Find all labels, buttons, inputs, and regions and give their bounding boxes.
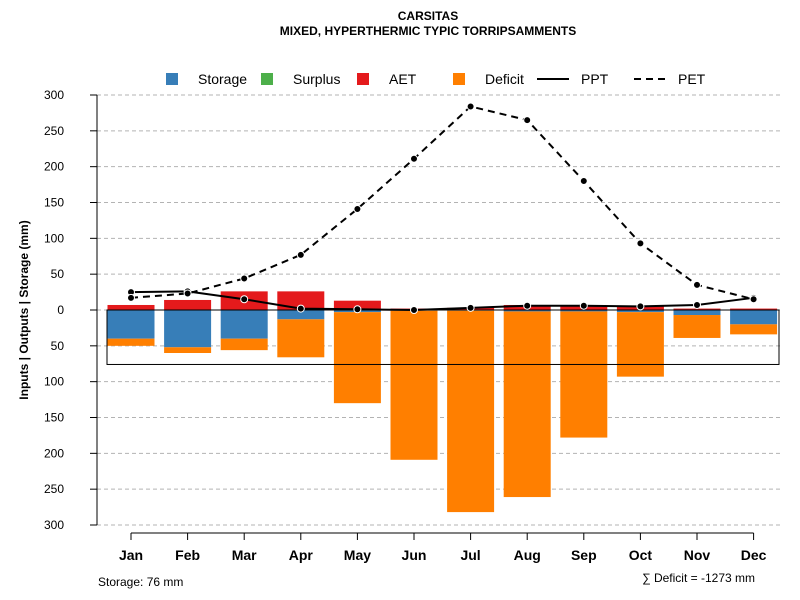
y-tick-label: 200 (44, 160, 64, 174)
storage-capacity-box (106, 309, 780, 365)
pet-point (693, 280, 701, 289)
ppt-point (466, 303, 475, 312)
pet-point (749, 295, 758, 304)
pet-point (353, 204, 362, 213)
ppt-point (523, 301, 532, 310)
aet-bar (730, 308, 778, 310)
x-tick-label: Oct (629, 547, 653, 563)
lines-layer (127, 102, 758, 314)
x-tick-label: Dec (741, 547, 767, 563)
axes-layer: 300 250 200 150 100 50 0 50 100 150 200 250 300 Jan Fe… (44, 88, 767, 563)
storage-footnote: Storage: 76 mm (98, 575, 183, 589)
pet-line (130, 105, 754, 301)
storage-bar (503, 310, 551, 312)
storage-bar (673, 310, 721, 316)
deficit-footnote: ∑ Deficit = -1273 mm (642, 571, 755, 585)
storage-bar (107, 310, 155, 339)
ppt-point (240, 295, 249, 304)
aet-bar (164, 299, 212, 310)
deficit-bar (616, 312, 664, 377)
chart-subtitle: MIXED, HYPERTHERMIC TYPIC TORRIPSAMMENTS (280, 24, 576, 38)
storage-bar (730, 310, 778, 325)
legend-label-pet: PET (678, 71, 706, 87)
legend-swatch-aet (357, 73, 369, 85)
legend-label-ppt: PPT (581, 71, 609, 87)
x-tick-label: Jul (460, 547, 480, 563)
y-tick-label: 0 (57, 303, 64, 317)
y-tick-label: 250 (44, 482, 64, 496)
x-tick-label: Jan (119, 547, 143, 563)
pet-point (296, 250, 305, 259)
deficit-bar (164, 347, 212, 353)
y-tick-label: 200 (44, 446, 64, 460)
x-tick-label: Mar (232, 547, 257, 563)
ppt-point (296, 304, 305, 313)
x-tick-label: Apr (289, 547, 314, 563)
y-tick-label: 250 (44, 124, 64, 138)
storage-bar (220, 310, 268, 339)
aet-bar (277, 291, 325, 310)
legend-label-deficit: Deficit (485, 71, 524, 87)
ppt-point (579, 301, 588, 310)
deficit-bar (107, 338, 155, 346)
storage-bar (277, 310, 325, 320)
pet-point (410, 154, 418, 163)
y-tick-label: 150 (44, 411, 64, 425)
ppt-point (410, 306, 418, 314)
pet-point (240, 274, 249, 283)
x-tick-label: Nov (684, 547, 711, 563)
x-tick-label: Feb (175, 547, 200, 563)
legend-label-aet: AET (389, 71, 417, 87)
deficit-bar (560, 311, 608, 438)
pet-point (466, 102, 475, 111)
pet-point (636, 239, 645, 248)
legend-swatch-surplus (261, 73, 273, 85)
aet-bar (107, 304, 155, 310)
ppt-line (130, 290, 754, 312)
storage-bar (164, 310, 212, 348)
y-tick-label: 50 (51, 267, 65, 281)
y-tick-label: 150 (44, 196, 64, 210)
deficit-bar (447, 310, 495, 513)
x-tick-label: Jun (402, 547, 427, 563)
pet-point (127, 293, 135, 302)
y-tick-label: 50 (51, 339, 65, 353)
storage-bar (560, 310, 608, 312)
deficit-bar (277, 319, 325, 358)
x-tick-label: Sep (571, 547, 597, 563)
legend-label-surplus: Surplus (293, 71, 340, 87)
deficit-bar (673, 315, 721, 338)
ppt-point (353, 305, 362, 314)
bars-layer (106, 291, 780, 513)
legend-label-storage: Storage (198, 71, 247, 87)
legend-swatch-storage (166, 73, 178, 85)
x-tick-label: Aug (514, 547, 541, 563)
pet-point (523, 116, 532, 125)
x-tick-label: May (344, 547, 371, 563)
y-tick-label: 100 (44, 231, 64, 245)
pet-point (579, 177, 588, 185)
deficit-bar (220, 338, 268, 351)
y-tick-label: 300 (44, 88, 64, 102)
aet-bar (673, 308, 721, 310)
legend: Storage Surplus AET Deficit PPT PET (166, 71, 706, 87)
deficit-bar (390, 310, 438, 460)
pet-point (183, 289, 192, 298)
y-tick-label: 100 (44, 375, 64, 389)
ppt-point (636, 302, 645, 311)
y-tick-label: 300 (44, 518, 64, 532)
chart-title: CARSITAS (398, 9, 458, 23)
ppt-point (693, 300, 701, 309)
y-axis-label: Inputs | Outputs | Storage (mm) (17, 220, 31, 399)
deficit-bar (333, 312, 381, 404)
legend-swatch-deficit (453, 73, 465, 85)
storage-bar (616, 310, 664, 313)
deficit-bar (730, 324, 778, 335)
deficit-bar (503, 311, 551, 498)
